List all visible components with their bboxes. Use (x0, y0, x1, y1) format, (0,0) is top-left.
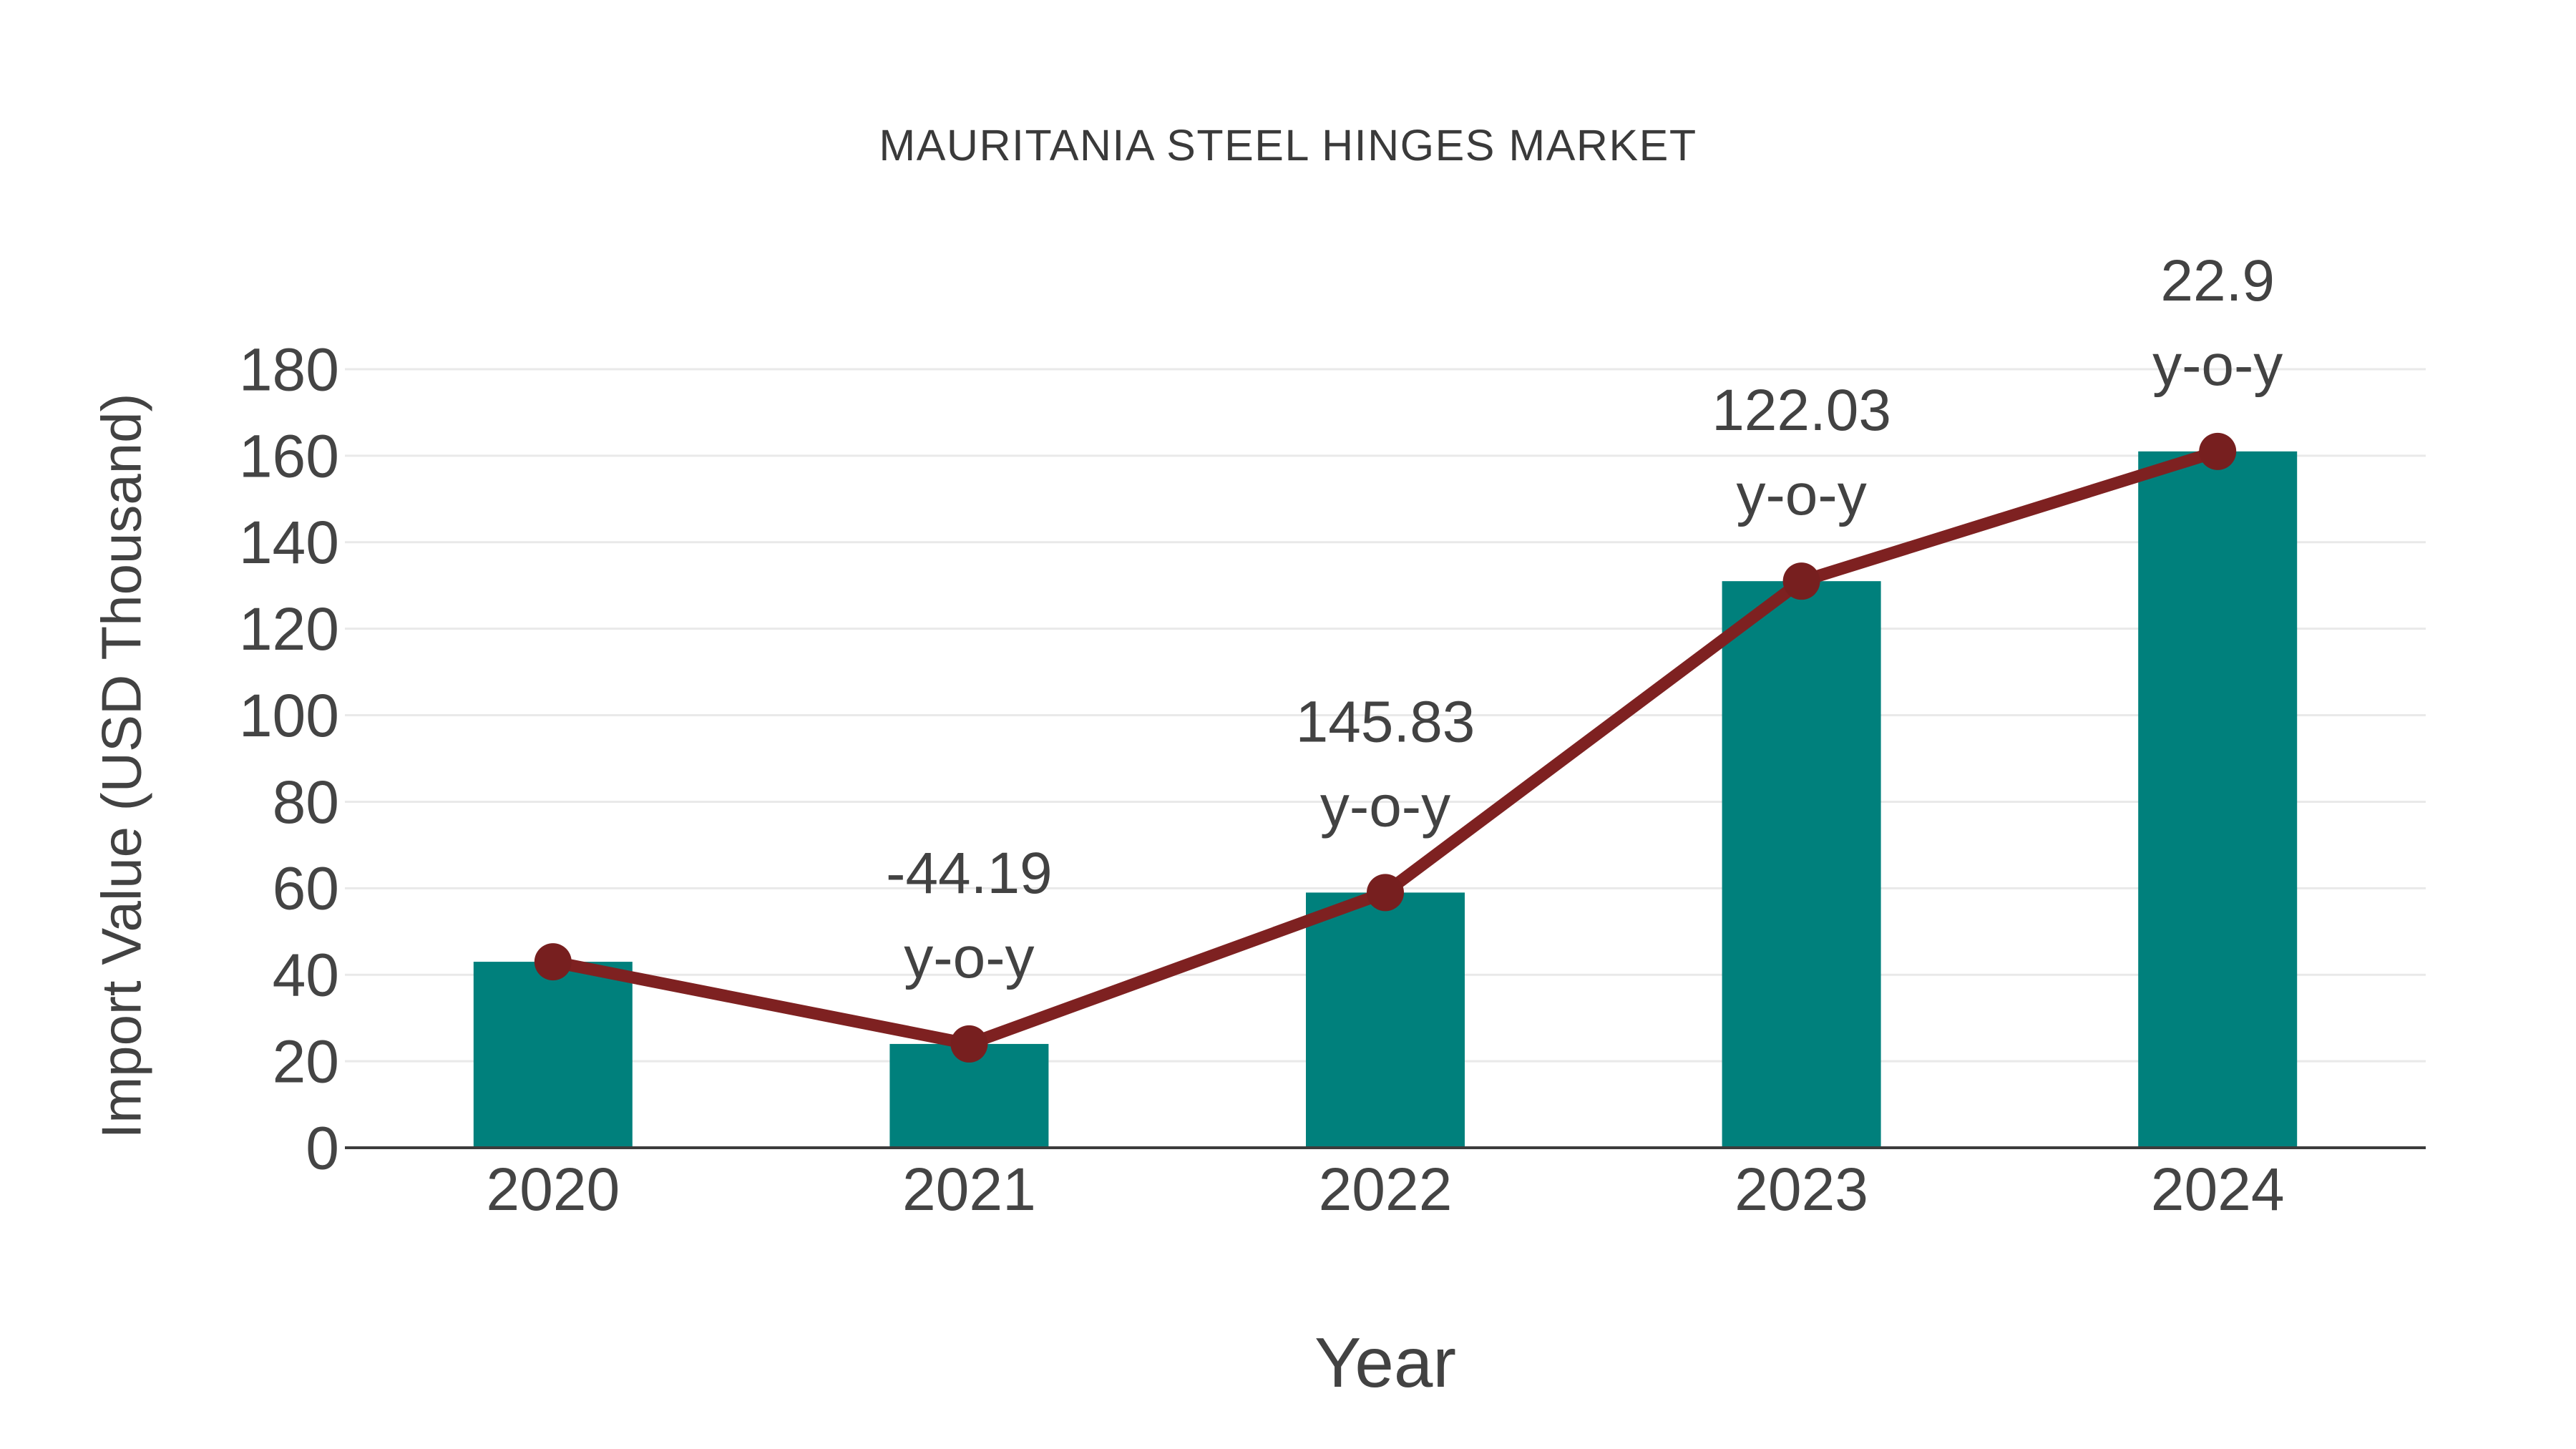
x-tick-label-2024: 2024 (2151, 1156, 2285, 1223)
y-tick-label-20: 20 (273, 1028, 339, 1096)
chart-title: MAURITANIA STEEL HINGES MARKET (879, 121, 1697, 170)
bar-2020 (473, 962, 633, 1148)
y-tick-label-140: 140 (239, 509, 339, 576)
marker-2023 (1782, 562, 1820, 600)
annotation-value-2024: 22.9 (2160, 248, 2275, 313)
x-tick-label-2023: 2023 (1735, 1156, 1868, 1223)
bar-2023 (1722, 581, 1881, 1148)
marker-2021 (950, 1025, 988, 1063)
x-axis-title: Year (1314, 1323, 1456, 1402)
x-tick-label-2021: 2021 (902, 1156, 1036, 1223)
y-tick-label-40: 40 (273, 942, 339, 1009)
y-tick-label-80: 80 (273, 769, 339, 836)
marker-2024 (2199, 432, 2237, 470)
y-tick-label-180: 180 (239, 336, 339, 403)
y-tick-label-100: 100 (239, 682, 339, 749)
marker-2022 (1367, 874, 1404, 912)
y-tick-label-120: 120 (239, 595, 339, 663)
annotation-unit-2023: y-o-y (1736, 462, 1866, 527)
annotation-value-2021: -44.19 (886, 841, 1053, 906)
marker-2020 (534, 943, 572, 981)
annotation-unit-2021: y-o-y (904, 925, 1034, 990)
y-tick-label-0: 0 (306, 1114, 339, 1181)
annotation-unit-2024: y-o-y (2152, 333, 2283, 398)
y-tick-label-60: 60 (273, 855, 339, 922)
annotation-value-2023: 122.03 (1712, 378, 1891, 443)
x-tick-label-2022: 2022 (1319, 1156, 1453, 1223)
y-tick-label-160: 160 (239, 422, 339, 489)
x-tick-label-2020: 2020 (486, 1156, 620, 1223)
annotation-value-2022: 145.83 (1296, 689, 1475, 754)
bar-2024 (2138, 451, 2298, 1148)
bar-2022 (1306, 892, 1465, 1148)
annotation-unit-2022: y-o-y (1320, 774, 1450, 839)
